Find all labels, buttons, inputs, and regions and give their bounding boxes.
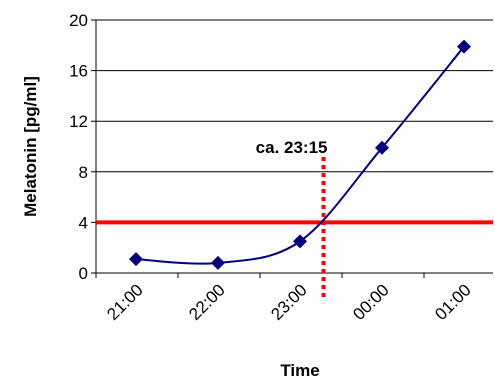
data-point <box>457 39 471 54</box>
x-tick-labels: 21:00 22:00 23:00 00:00 01:00 <box>103 280 475 324</box>
grid-lines <box>96 19 493 223</box>
data-point <box>375 140 389 155</box>
vertical-marker-label: ca. 23:15 <box>256 138 328 157</box>
x-tick-label: 21:00 <box>103 280 147 324</box>
series-line <box>135 45 465 265</box>
series-layer <box>129 39 471 270</box>
y-tick-labels: 0 4 8 12 16 20 <box>69 11 88 283</box>
y-tick-label: 20 <box>69 11 88 30</box>
y-axis-title: Melatonin [pg/ml] <box>21 76 40 217</box>
x-tick-label: 00:00 <box>349 280 393 324</box>
y-tick-label: 12 <box>69 112 88 131</box>
y-tick-label: 0 <box>79 264 88 283</box>
x-tick-label: 01:00 <box>431 280 475 324</box>
y-tick-label: 16 <box>69 62 88 81</box>
data-point <box>293 234 307 249</box>
axes <box>91 19 493 278</box>
x-tick-label: 22:00 <box>185 280 229 324</box>
y-tick-label: 8 <box>79 163 88 182</box>
x-axis-title: Time <box>280 361 319 380</box>
data-point <box>129 252 143 267</box>
data-point <box>211 255 225 270</box>
x-tick-label: 23:00 <box>267 280 311 324</box>
y-tick-label: 4 <box>79 213 88 232</box>
